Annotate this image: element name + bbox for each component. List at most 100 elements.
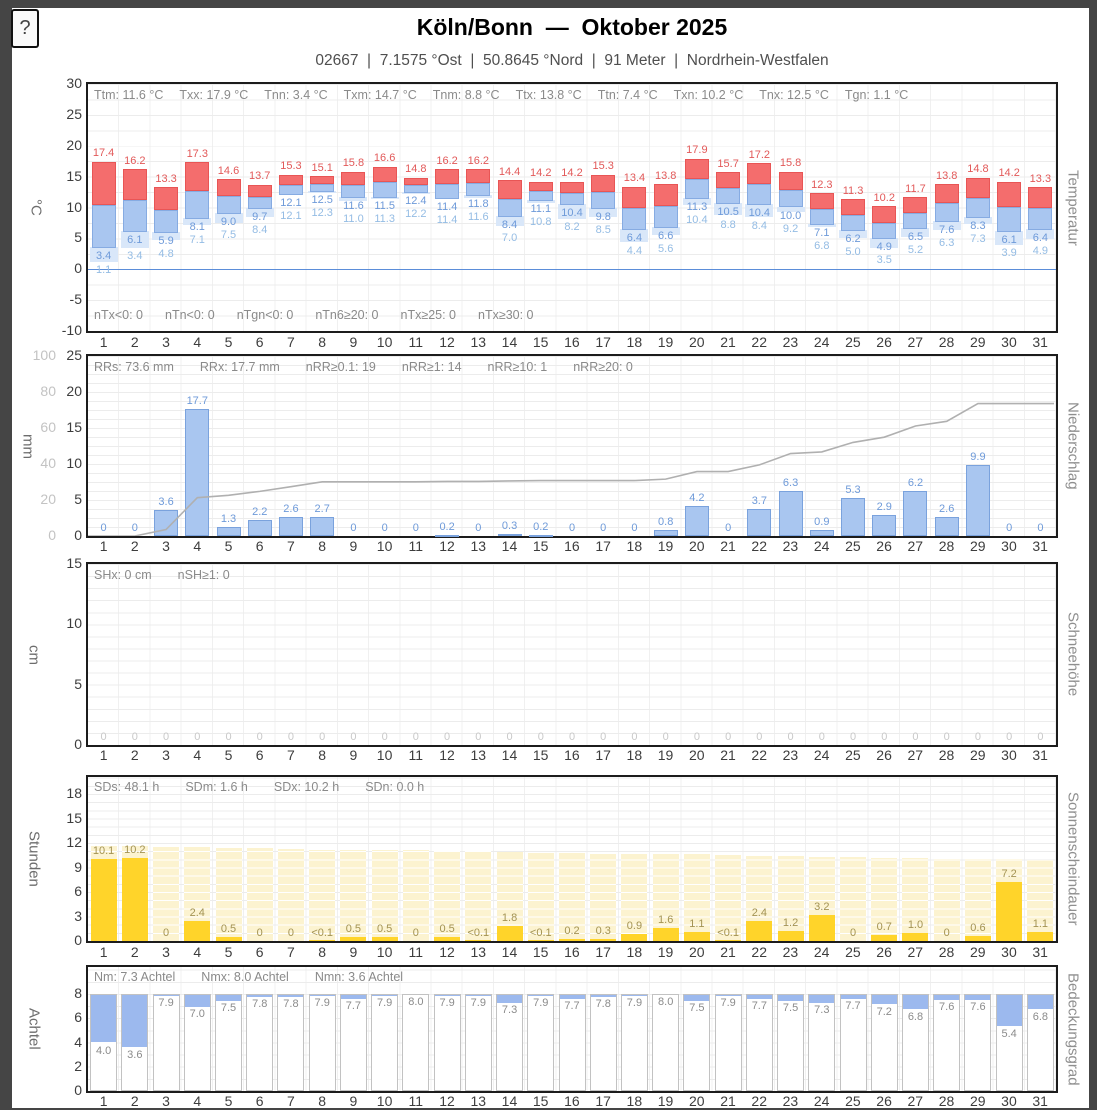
precip-label: 9.9: [970, 450, 986, 463]
precip-bar-day-15: [528, 534, 553, 537]
day-tick: 20: [688, 538, 705, 554]
stats-top-precipitation: RRs: 73.6 mm RRx: 17.7 mm nRR≥0.1: 19 nRR≥1…: [94, 360, 633, 374]
day-tick: 26: [876, 747, 892, 763]
day-tick: 13: [470, 334, 487, 350]
cloud-clear-fill: [809, 995, 835, 1004]
temp-max-label: 16.2: [436, 154, 458, 167]
temp-ground-bar-day-30: [995, 230, 1024, 246]
help-button[interactable]: ?: [11, 9, 39, 48]
temp-min-label: 9.0: [220, 215, 237, 228]
cloud-bar-day-9: [339, 994, 367, 1091]
temp-min-bar-day-25: [841, 215, 866, 231]
cloud-bar-day-17: [589, 994, 617, 1091]
precip-label: 0.2: [533, 520, 549, 533]
temp-ground-label: 7.5: [220, 228, 237, 241]
snow-label: 0: [319, 731, 326, 743]
temp-min-label: 6.4: [1032, 231, 1049, 244]
temp-min-label: 6.6: [658, 230, 674, 243]
day-tick: 6: [255, 538, 264, 554]
temp-min-bar-day-2: [122, 200, 147, 232]
stat-item: SDm: 1.6 h: [185, 780, 248, 794]
ytick-precipitation: 0: [74, 527, 82, 543]
precip-label: 0.8: [658, 516, 674, 529]
temp-max-label: 11.3: [842, 184, 864, 197]
temp-max-bar-day-17: [591, 174, 616, 192]
precip-label: 0: [568, 522, 576, 534]
day-tick: 31: [1032, 1093, 1048, 1109]
temp-min-bar-day-6: [247, 197, 272, 210]
temp-ground-label: 4.4: [626, 244, 643, 257]
temp-max-bar-day-12: [435, 169, 460, 185]
temp-max-bar-day-25: [841, 199, 866, 216]
ytick-cloud_cover: 0: [74, 1082, 82, 1098]
precip-bar-day-22: [747, 509, 772, 536]
snow-label: 0: [600, 731, 607, 743]
snow-label: 0: [818, 731, 825, 743]
snow-label: 0: [1006, 731, 1013, 743]
day-tick: 10: [376, 334, 393, 350]
day-tick: 6: [255, 747, 264, 763]
day-tick: 22: [751, 747, 767, 763]
precip-label: 0.9: [814, 515, 830, 528]
window-frame-left: [0, 0, 12, 1110]
ytick-sunshine: 3: [74, 907, 82, 924]
cloud-label: 4.0: [95, 1044, 112, 1057]
axis-label-left-snow_depth: cm: [25, 644, 43, 665]
day-tick: 26: [876, 1093, 892, 1109]
day-tick: 19: [657, 944, 674, 960]
cloud-label: 6.8: [907, 1010, 924, 1023]
precip-label: 4.2: [689, 491, 705, 504]
temp-ground-label: 7.3: [970, 232, 986, 245]
day-tick: 15: [532, 944, 549, 960]
cloud-bar-day-15: [527, 994, 555, 1091]
snow-label: 0: [100, 731, 107, 743]
cloud-clear-fill: [247, 995, 273, 998]
sunshine-label: 1.1: [689, 918, 705, 931]
day-tick: 29: [969, 1093, 986, 1109]
stat-item: Tnx: 12.5 °C: [759, 88, 829, 102]
cloud-clear-fill: [684, 995, 710, 1001]
sunshine-label: 0: [163, 927, 170, 939]
ytick-temperature: -10: [61, 322, 82, 338]
day-tick: 16: [564, 334, 580, 350]
cloud-label: 7.5: [782, 1002, 799, 1015]
sunshine-bar-day-10: [371, 936, 398, 941]
temp-ground-label: 10.4: [686, 214, 708, 227]
stats-bottom-temperature: nTx<0: 0 nTn<0: 0 nTgn<0: 0 nTn6≥20: 0 nTx≥2…: [94, 308, 534, 322]
cloud-clear-fill: [528, 995, 554, 997]
sunshine-label: <0.1: [717, 926, 739, 939]
day-tick: 3: [162, 334, 170, 350]
precip-label: 17.7: [186, 394, 208, 407]
ytick-precipitation: 25: [66, 347, 82, 363]
day-tick: 25: [845, 538, 861, 554]
day-tick: 12: [439, 538, 455, 554]
precip-label: 0: [725, 522, 732, 534]
snow-label: 0: [287, 731, 295, 743]
precip-label: 3.6: [158, 496, 174, 509]
ytick-cloud_cover: 6: [74, 1009, 82, 1026]
temp-min-label: 6.2: [845, 232, 861, 245]
day-tick: 7: [287, 1093, 295, 1109]
cloud-bar-day-20: [683, 994, 711, 1091]
temp-max-label: 16.6: [373, 152, 396, 165]
temp-ground-bar-day-14: [495, 216, 524, 227]
day-tick: 31: [1032, 944, 1048, 960]
ytick-outer-precipitation: 80: [40, 383, 56, 399]
temp-ground-label: 8.4: [751, 220, 767, 233]
temp-max-label: 15.1: [311, 161, 333, 174]
cloud-label: 7.8: [595, 998, 611, 1011]
day-tick: 2: [130, 747, 139, 763]
day-tick: 10: [376, 747, 393, 763]
daylength-bar-day-16: [559, 852, 585, 941]
stat-item: Txm: 14.7 °C: [343, 88, 417, 102]
temp-min-label: 3.4: [95, 250, 112, 263]
temp-min-bar-day-21: [716, 188, 741, 205]
day-tick: 25: [845, 944, 861, 960]
cloud-bar-day-1: [90, 994, 118, 1091]
temp-ground-bar-day-4: [183, 218, 212, 226]
cloud-label: 7.5: [220, 1002, 237, 1015]
sunshine-label: 1.1: [1032, 918, 1049, 931]
precip-bar-day-24: [809, 529, 834, 536]
temp-ground-bar-day-6: [245, 208, 274, 218]
day-tick: 14: [501, 747, 518, 763]
